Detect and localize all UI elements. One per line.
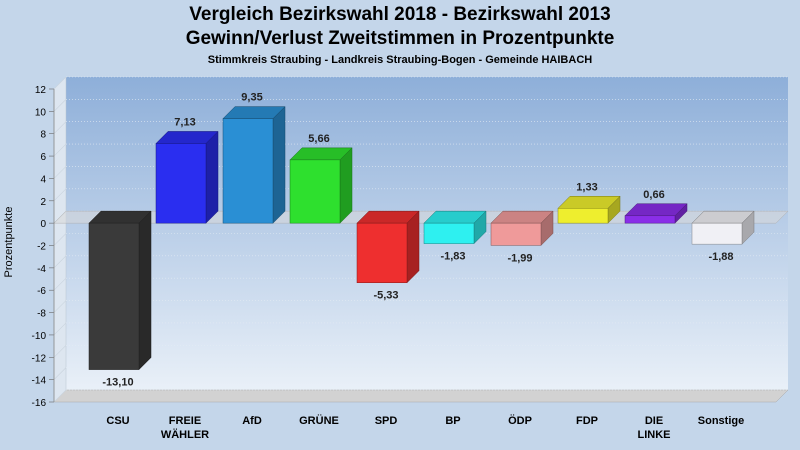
x-tick-label: DIE [645,415,663,427]
gridline-side [53,255,67,269]
x-tick-label: BP [445,415,460,427]
y-tick-label: 0 [40,219,46,230]
y-tick-label: -14 [32,376,47,387]
data-label: 7,13 [174,116,195,128]
bar-front [222,118,274,224]
bar-bp [423,210,487,245]
data-label: 9,35 [241,92,262,104]
bar-sonstige [691,210,755,245]
gridline-side [53,121,67,134]
bar-front [155,143,207,224]
chart-title: Vergleich Bezirkswahl 2018 - Bezirkswahl… [189,4,611,25]
x-tick-label: CSU [106,415,129,427]
data-label: -1,99 [507,252,532,264]
gridline-side [53,99,67,112]
x-tick-label: SPD [375,415,398,427]
bar-afd [222,106,286,224]
bar-side [138,210,152,371]
y-tick-label: -4 [37,264,46,275]
data-label: 0,66 [643,189,664,201]
bar-front [356,222,408,283]
gridline-side [53,166,67,179]
bar-front [557,208,609,224]
y-tick-label: -16 [32,398,47,409]
bar-fdp [557,195,621,224]
y-tick-label: 4 [40,174,46,185]
data-label: 1,33 [576,181,597,193]
y-tick-label: -10 [32,331,47,342]
bar-front [691,222,743,245]
gridline-side [53,367,67,380]
x-tick-label: WÄHLER [161,428,209,441]
y-tick-label: -6 [37,286,46,297]
bar-ödp [490,210,554,246]
gridline-side [53,389,67,403]
bar-front [624,215,676,224]
gridline-side [53,188,67,201]
bar-grüne [289,147,353,224]
y-tick-label: 8 [40,130,46,141]
x-tick-label: Sonstige [698,415,744,427]
y-tick-label: 2 [40,197,46,208]
chart-subtitle: Stimmkreis Straubing - Landkreis Straubi… [207,54,593,66]
data-label: -1,83 [440,251,465,263]
y-tick-label: 12 [35,85,47,96]
gridline-side [53,233,67,246]
y-tick-label: 6 [40,152,46,163]
bar-side [339,147,353,224]
data-label: -5,33 [373,290,398,302]
bar-spd [356,210,420,284]
data-label: 5,66 [308,133,329,145]
bar-front [88,222,140,370]
x-tick-label: AfD [242,415,262,427]
bar-front [490,222,542,246]
plot-floor [53,389,789,403]
x-tick-label: ÖDP [508,414,532,427]
x-tick-label: FREIE [169,415,201,427]
gridline-side [53,76,67,90]
y-tick-label: -2 [37,242,46,253]
bar-csu [88,210,152,371]
y-tick-label: -12 [32,353,47,364]
bar-front [289,159,341,224]
bar-side [272,106,286,224]
y-tick-label: -8 [37,309,46,320]
gridline-side [53,278,67,291]
x-tick-label: LINKE [638,429,671,441]
gridline-side [53,300,67,313]
data-label: -1,88 [708,251,733,263]
bar-die-linke [624,203,688,224]
data-label: -13,10 [102,377,133,389]
gridline-side [53,322,67,336]
bar-front [423,222,475,244]
bar-side [205,130,219,224]
y-tick-label: 10 [35,107,47,118]
gridline-side [53,143,67,157]
x-tick-label: FDP [576,415,598,427]
bar-side [406,210,420,284]
bar-freie-wähler [155,130,219,224]
chart-title-line2: Gewinn/Verlust Zweitstimmen in Prozentpu… [185,28,615,49]
gridline-side [53,345,67,358]
x-tick-label: GRÜNE [299,414,339,427]
